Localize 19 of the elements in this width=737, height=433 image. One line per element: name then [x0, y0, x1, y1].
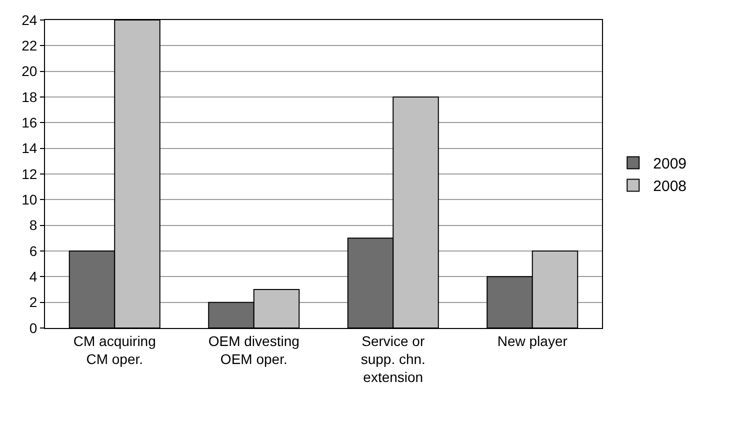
y-tick-label: 0	[29, 320, 38, 336]
y-tick-label: 8	[29, 217, 38, 234]
y-tick-label: 2	[29, 294, 38, 310]
y-tick-label: 20	[22, 63, 38, 80]
y-tick-label: 18	[22, 88, 38, 105]
legend-label: 2009	[653, 156, 687, 173]
x-tick-label: Service or supp. chn. extension	[360, 332, 426, 386]
x-tick-label: OEM divesting OEM oper.	[208, 332, 300, 367]
y-tick-label: 22	[22, 38, 38, 54]
x-tick-label: CM acquiring CM oper.	[73, 332, 156, 367]
y-tick-label: 24	[22, 12, 38, 28]
y-tick-label: 4	[29, 268, 38, 285]
y-tick-label: 10	[22, 192, 38, 208]
y-tick-label: 6	[29, 242, 38, 259]
y-tick-label: 16	[22, 114, 38, 131]
y-tick-label: 12	[22, 166, 38, 182]
legend-label: 2008	[653, 178, 687, 196]
y-tick-label: 14	[22, 140, 38, 156]
x-tick-label: New player	[497, 332, 568, 349]
